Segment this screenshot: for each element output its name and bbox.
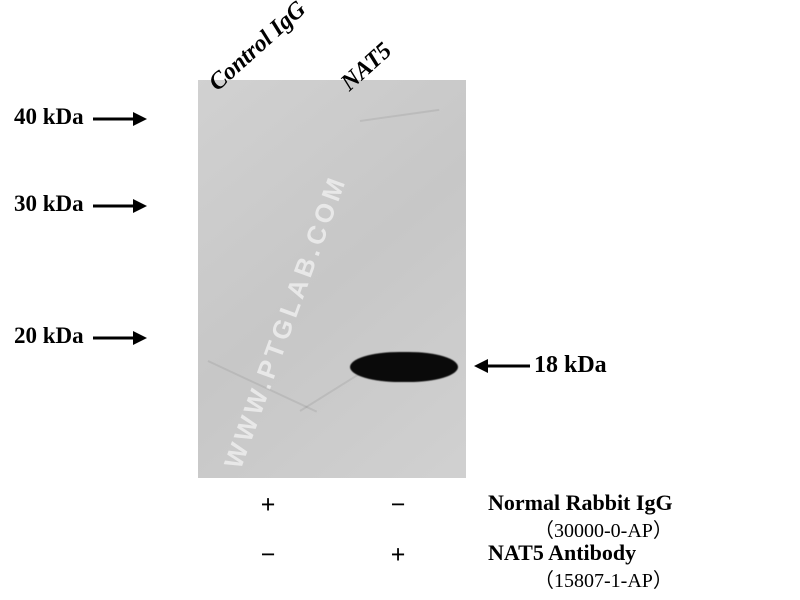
ab-row1-sub: （30000-0-AP） — [534, 514, 673, 543]
ab-row2-main: NAT5 Antibody — [488, 540, 636, 566]
mw-20kda-text: 20 kDa — [14, 323, 84, 348]
ab-row2-sub: （15807-1-AP） — [534, 564, 673, 593]
arrow-right-icon — [89, 328, 147, 348]
mw-30kda-text: 30 kDa — [14, 191, 84, 216]
design-cell: + — [253, 490, 283, 520]
protein-band — [350, 352, 458, 382]
target-band-label: 18 kDa — [534, 352, 607, 379]
arrow-left-icon — [474, 356, 532, 376]
mw-40kda-text: 40 kDa — [14, 104, 84, 129]
design-cell: − — [253, 540, 283, 570]
arrow-right-icon — [89, 109, 147, 129]
arrow-right-icon — [89, 196, 147, 216]
design-cell: − — [383, 490, 413, 520]
ab-row1-main: Normal Rabbit IgG — [488, 490, 673, 516]
mw-30kda: 30 kDa — [14, 191, 147, 217]
figure-root: WWW.PTGLAB.COM Control IgG NAT5 40 kDa 3… — [0, 0, 800, 600]
mw-40kda: 40 kDa — [14, 104, 147, 130]
design-cell: + — [383, 540, 413, 570]
mw-20kda: 20 kDa — [14, 323, 147, 349]
